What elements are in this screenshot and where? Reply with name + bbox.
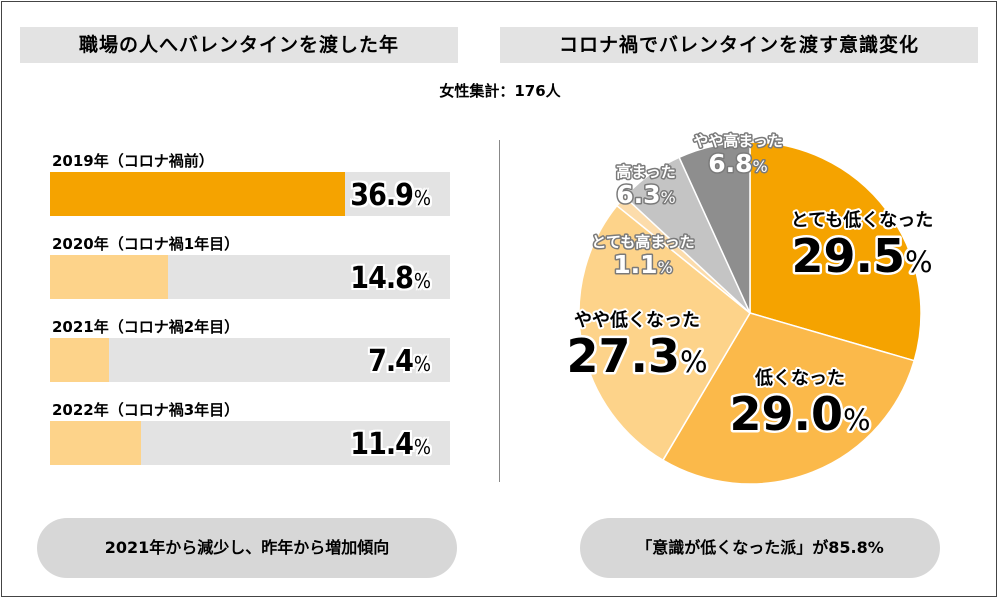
pie-slice-value: 29.0% — [729, 387, 870, 441]
bar — [50, 172, 346, 216]
pie-slice — [749, 141, 922, 362]
bar — [50, 255, 169, 299]
sample-size-label: 女性集計：176人 — [439, 82, 561, 100]
pie-slice — [678, 141, 751, 314]
bar-value-label: 14.8% — [350, 261, 431, 296]
pie-slice-label: 低くなった — [754, 367, 845, 389]
right-summary-pill: 「意識が低くなった派」が85.8% — [580, 518, 940, 578]
pie-slice-value: 29.5% — [791, 229, 932, 283]
bar — [50, 421, 142, 465]
pie-slice-value: 1.1% — [613, 250, 673, 279]
bar-category-label: 2019年（コロナ禍前） — [52, 152, 214, 170]
bar-track: 7.4% — [50, 338, 450, 382]
bar-value-label: 11.4% — [350, 427, 431, 462]
bar-value-label: 7.4% — [368, 344, 431, 379]
left-panel-title: 職場の人へバレンタインを渡した年 — [20, 27, 458, 63]
bar — [50, 338, 110, 382]
left-summary-pill: 2021年から減少し、昨年から増加傾向 — [37, 518, 457, 578]
pie-slice — [661, 312, 916, 485]
pie-slice-label: やや低くなった — [574, 309, 700, 331]
bar-category-label: 2022年（コロナ禍3年目） — [52, 401, 240, 419]
panel-divider — [499, 140, 500, 482]
pie-slice — [578, 204, 751, 462]
pie-slice-label: とても低くなった — [791, 209, 934, 231]
bar-track: 11.4% — [50, 421, 450, 465]
pie-slice-label: とても高まった — [591, 233, 694, 251]
bar-value-label: 36.9% — [350, 178, 431, 213]
right-panel-title: コロナ禍でバレンタインを渡す意識変化 — [500, 27, 978, 63]
bar-category-label: 2021年（コロナ禍2年目） — [52, 318, 240, 336]
bar-track: 14.8% — [50, 255, 450, 299]
pie-slice-label: やや高まった — [693, 132, 782, 150]
pie-slice-value: 6.8% — [708, 149, 768, 178]
pie-slice-value: 27.3% — [566, 329, 707, 383]
bar-category-label: 2020年（コロナ禍1年目） — [52, 235, 240, 253]
pie-slice-label: 高まった — [616, 163, 675, 181]
pie-slice-value: 6.3% — [616, 180, 676, 209]
bar-track: 36.9% — [50, 172, 450, 216]
